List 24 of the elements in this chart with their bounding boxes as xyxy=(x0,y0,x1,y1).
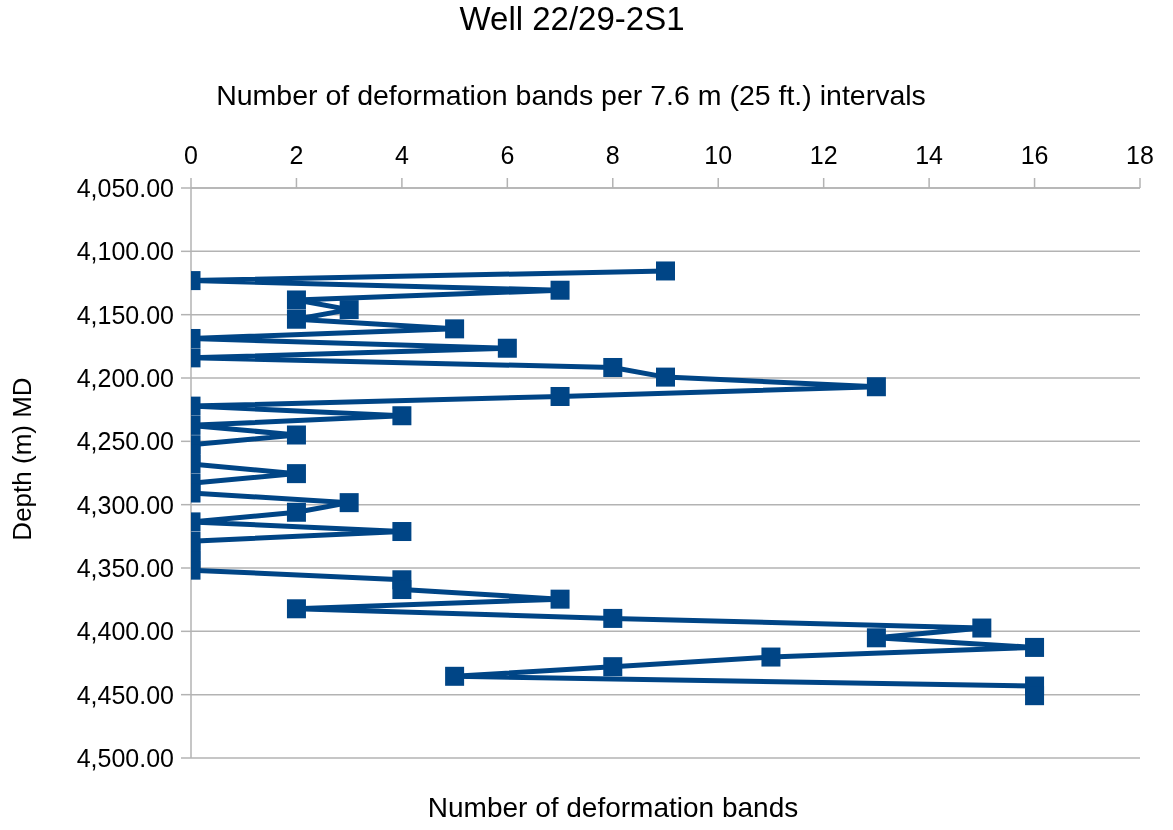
chart-subtitle: Number of deformation bands per 7.6 m (25 ft.) intervals xyxy=(216,79,926,112)
y-tick-label: 4,300.00 xyxy=(76,490,174,519)
x-tick-label: 4 xyxy=(394,141,409,169)
chart-title: Well 22/29-2S1 xyxy=(459,0,685,38)
y-tick-label: 4,100.00 xyxy=(76,237,174,266)
x-tick-label: 16 xyxy=(1020,141,1049,169)
x-tick-label: 2 xyxy=(289,141,304,169)
x-tick-label: 10 xyxy=(704,141,733,169)
y-tick-label: 4,250.00 xyxy=(76,427,174,456)
y-tick-label: 4,050.00 xyxy=(76,173,174,202)
y-axis-title: Depth (m) MD xyxy=(7,377,38,541)
x-axis-title: Number of deformation bands xyxy=(427,792,799,825)
y-tick-label: 4,400.00 xyxy=(76,617,174,646)
y-tick-label: 4,450.00 xyxy=(76,680,174,709)
x-tick-label: 18 xyxy=(1126,141,1154,169)
y-tick-label: 4,500.00 xyxy=(76,743,174,772)
x-tick-label: 14 xyxy=(915,141,944,169)
y-tick-label: 4,150.00 xyxy=(76,300,174,329)
x-tick-label: 8 xyxy=(605,141,620,169)
x-tick-label: 12 xyxy=(809,141,838,169)
y-tick-label: 4,350.00 xyxy=(76,553,174,582)
y-tick-label: 4,200.00 xyxy=(76,363,174,392)
x-tick-label: 0 xyxy=(184,141,198,169)
x-tick-label: 6 xyxy=(500,141,515,169)
